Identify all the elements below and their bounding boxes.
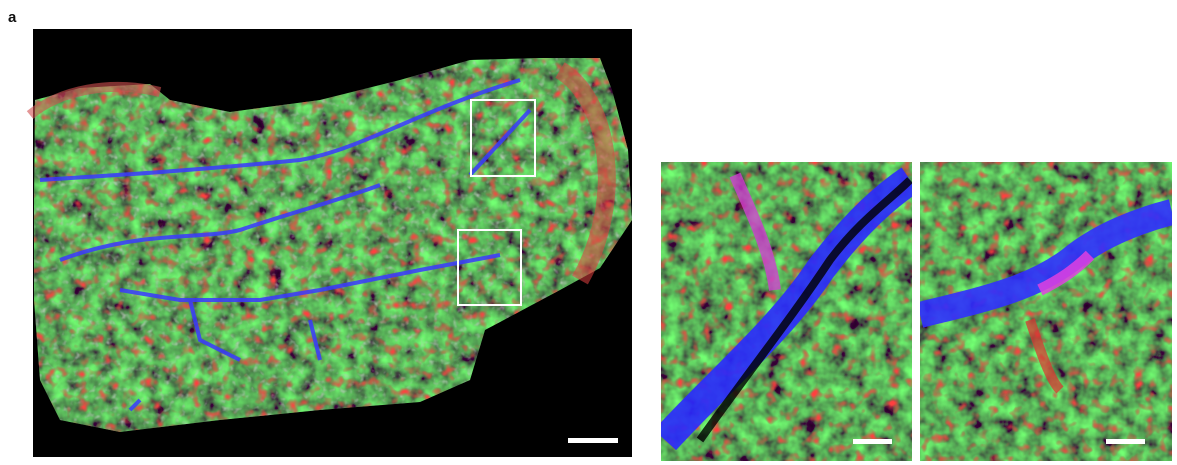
tissue bbox=[34, 58, 632, 432]
roi-box bbox=[470, 99, 536, 177]
scale-bar bbox=[853, 439, 892, 444]
inset-image bbox=[920, 162, 1172, 461]
panel-label: a bbox=[8, 9, 17, 26]
scale-bar bbox=[1106, 439, 1145, 444]
scale-bar bbox=[568, 438, 618, 443]
inset-image bbox=[661, 162, 912, 461]
roi-box bbox=[457, 229, 522, 306]
